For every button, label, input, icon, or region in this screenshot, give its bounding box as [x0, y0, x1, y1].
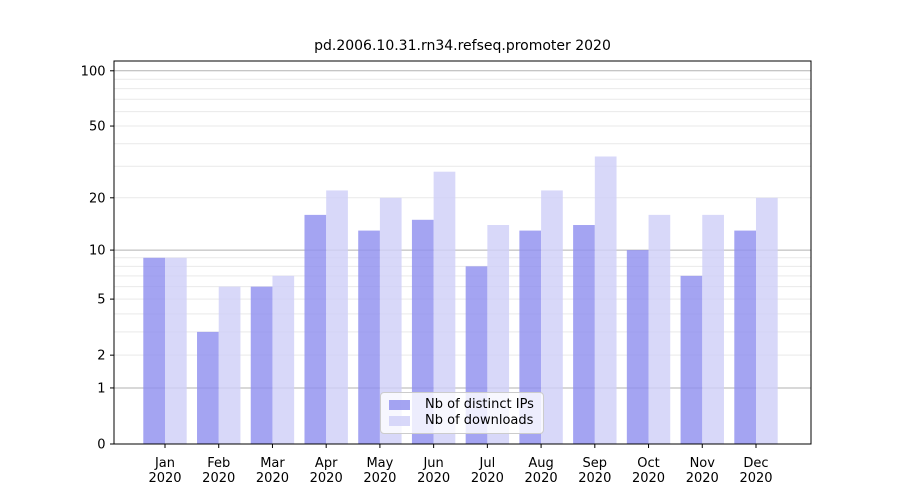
bar-downloads [272, 275, 295, 444]
bar-distinct-ips [411, 219, 434, 444]
x-tick-label: May 2020 [363, 456, 396, 486]
y-tick-label: 0 [97, 438, 105, 453]
bar-distinct-ips [304, 214, 327, 444]
bar-distinct-ips [573, 225, 595, 444]
bar-downloads [541, 190, 563, 444]
bar-downloads [702, 214, 724, 444]
legend-swatch-downloads [389, 416, 410, 426]
bar-downloads [487, 225, 510, 444]
y-tick-label: 10 [89, 244, 106, 259]
bar-distinct-ips [680, 275, 703, 444]
x-tick-label: Nov 2020 [686, 456, 719, 486]
bar-distinct-ips [626, 250, 649, 444]
y-tick-label: 5 [97, 293, 105, 308]
bar-distinct-ips [197, 331, 219, 444]
bar-distinct-ips [250, 286, 273, 444]
bar-distinct-ips [519, 230, 542, 444]
x-tick-label: Mar 2020 [256, 456, 289, 486]
axis-frame [113, 60, 812, 445]
bar-downloads [755, 197, 778, 444]
bar-distinct-ips [143, 257, 165, 444]
x-tick-label: Feb 2020 [202, 456, 235, 486]
x-tick-label: Jun 2020 [417, 456, 450, 486]
bar-downloads [165, 257, 187, 444]
bar-downloads [379, 197, 402, 444]
legend-swatch-distinct-ips [389, 400, 410, 410]
chart-title: pd.2006.10.31.rn34.refseq.promoter 2020 [314, 38, 611, 54]
bar-downloads [594, 156, 617, 445]
bar-downloads [326, 190, 348, 444]
bar-downloads [648, 214, 671, 444]
y-tick-label: 1 [97, 381, 105, 396]
y-tick-label: 20 [89, 191, 106, 206]
x-tick-label: Jul 2020 [471, 456, 504, 486]
x-tick-label: Jan 2020 [148, 456, 181, 486]
legend-label-downloads: Nb of downloads [425, 413, 534, 428]
x-tick-label: Dec 2020 [739, 456, 772, 486]
bar-downloads [218, 286, 241, 444]
x-tick-label: Apr 2020 [310, 456, 343, 486]
bar-downloads [433, 171, 456, 444]
bar-distinct-ips [358, 230, 380, 444]
legend: Nb of distinct IPs Nb of downloads [380, 392, 544, 434]
legend-label-distinct-ips: Nb of distinct IPs [425, 397, 534, 412]
bar-distinct-ips [734, 230, 756, 444]
y-tick-label: 50 [89, 120, 106, 135]
legend-item-distinct-ips: Nb of distinct IPs [389, 397, 535, 413]
legend-item-downloads: Nb of downloads [389, 413, 535, 429]
x-tick-label: Aug 2020 [525, 456, 558, 486]
x-tick-label: Sep 2020 [578, 456, 611, 486]
x-tick-label: Oct 2020 [632, 456, 665, 486]
y-tick-label: 100 [81, 64, 106, 79]
y-tick-label: 2 [97, 349, 105, 364]
